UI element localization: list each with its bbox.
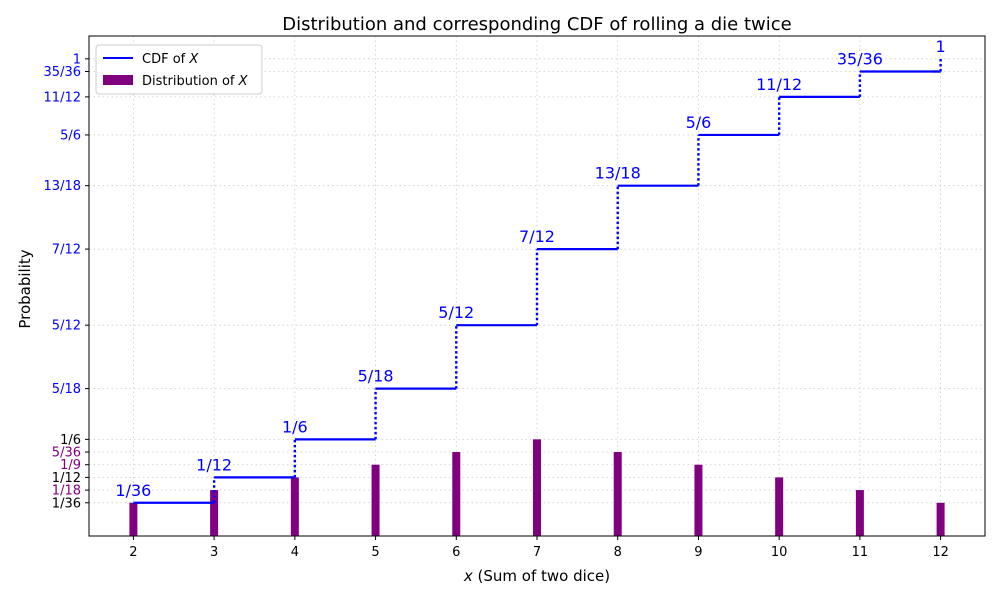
cdf-value-label: 1/12 <box>196 455 232 474</box>
legend-distribution-label: Distribution of X <box>142 74 249 89</box>
chart-title: Distribution and corresponding CDF of ro… <box>282 14 791 35</box>
x-axis-label-var: x <box>463 567 473 585</box>
x-tick-label: 3 <box>210 545 218 560</box>
y-tick-label: 7/12 <box>52 243 81 258</box>
distribution-bar <box>533 439 541 536</box>
cdf-labels: 1/36 1/12 1/6 5/18 5/12 7/12 13/18 5/6 11/12 35/3… <box>115 37 945 500</box>
cdf-value-label: 5/6 <box>686 113 712 132</box>
cdf-value-label: 5/12 <box>438 303 474 322</box>
y-tick-label: 13/18 <box>44 179 81 194</box>
distribution-bar <box>855 490 864 536</box>
y-tick-label: 5/12 <box>52 319 81 334</box>
y-tick-label: 35/36 <box>44 65 81 80</box>
distribution-bar <box>936 502 945 536</box>
y-tick-label: 1/9 <box>60 458 81 473</box>
x-tick-label: 6 <box>452 545 460 560</box>
distribution-bar <box>129 502 138 536</box>
distribution-bar <box>613 452 622 536</box>
distribution-bar <box>452 452 461 536</box>
y-tick-label: 5/36 <box>52 446 81 461</box>
y-tick-label: 11/12 <box>44 90 81 105</box>
cdf-value-label: 1 <box>936 37 946 56</box>
cdf-value-label: 1/6 <box>282 417 308 436</box>
legend-distribution-swatch <box>103 75 133 85</box>
x-tick-label: 8 <box>614 545 622 560</box>
distribution-bar <box>371 464 380 536</box>
distribution-bar <box>290 477 299 536</box>
bars <box>129 439 945 536</box>
cdf-value-label: 1/36 <box>115 481 151 500</box>
distribution-bar <box>775 477 784 536</box>
y-tick-label: 5/6 <box>60 128 81 143</box>
distribution-bar <box>694 464 703 536</box>
y-tick-label: 1/18 <box>52 484 81 499</box>
x-tick-label: 11 <box>852 545 869 560</box>
y-tick-label: 5/18 <box>52 382 81 397</box>
legend-frame <box>95 44 263 95</box>
x-tick-label: 5 <box>371 545 379 560</box>
x-tick-label: 7 <box>533 545 541 560</box>
x-tick-label: 12 <box>932 545 949 560</box>
x-tick-label: 9 <box>694 545 702 560</box>
cdf-value-label: 35/36 <box>837 50 883 69</box>
distribution-bar <box>210 490 219 536</box>
cdf-line <box>133 58 942 504</box>
cdf-value-label: 13/18 <box>595 164 641 183</box>
x-axis-label-rest: (Sum of two dice) <box>473 567 610 585</box>
y-tick-label: 1/12 <box>52 471 81 486</box>
cdf-value-label: 7/12 <box>519 227 555 246</box>
legend: CDF of X Distribution of X <box>95 44 263 95</box>
cdf-value-label: 11/12 <box>756 75 802 94</box>
x-axis-label: x (Sum of two dice) <box>463 567 610 585</box>
x-tick-label: 2 <box>129 545 137 560</box>
x-tick-label: 4 <box>291 545 299 560</box>
y-axis-label: Probability <box>16 249 34 328</box>
x-tick-label: 10 <box>771 545 788 560</box>
cdf-value-label: 5/18 <box>358 367 394 386</box>
legend-cdf-label: CDF of X <box>142 52 199 67</box>
y-tick-label: 1/36 <box>52 496 81 511</box>
y-tick-label: 1 <box>73 52 81 67</box>
y-axis: 1/361/181/121/95/361/6 5/18 5/12 7/12 13/18 5… <box>44 52 89 511</box>
y-tick-label: 1/6 <box>60 433 81 448</box>
x-axis: 2 3 4 5 6 7 8 9 10 11 12 <box>129 536 949 560</box>
